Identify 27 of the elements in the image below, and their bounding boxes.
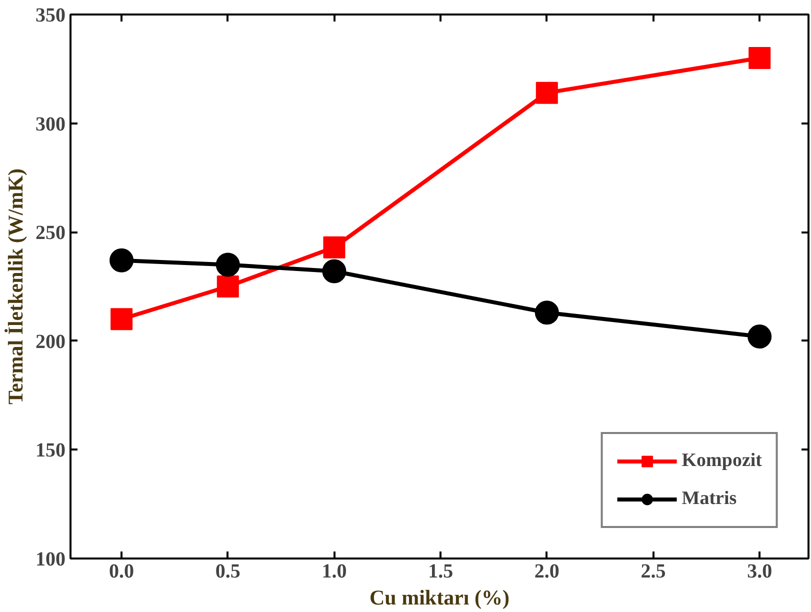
x-tick-label: 2.5 [640,560,666,582]
point [216,252,240,277]
y-tick-label: 100 [36,548,66,570]
x-tick-label: 3.0 [747,560,772,582]
legend-label: Matris [682,488,737,510]
x-tick-label: 0.0 [109,560,134,582]
x-tick-label: 1.0 [322,560,347,582]
point [322,259,346,284]
y-tick-label: 250 [36,222,66,244]
point [536,82,558,104]
y-axis-title: Termal İletkenlik (W/mK) [4,168,28,405]
x-axis-title: Cu miktarı (%) [370,586,510,610]
y-tick-label: 300 [36,113,66,136]
x-tick-label: 0.5 [215,560,240,582]
y-tick-label: 150 [36,440,66,462]
point [323,236,346,258]
y-tick-label: 200 [36,330,66,353]
y-tick-label: 350 [36,4,66,26]
point [110,248,134,272]
point [748,47,771,70]
point [748,324,772,349]
legend-label: Kompozit [682,450,762,472]
point [216,276,239,298]
x-tick-label: 2.0 [534,560,560,582]
point [110,308,133,330]
x-tick-label: 1.5 [428,560,454,582]
point [534,300,559,325]
